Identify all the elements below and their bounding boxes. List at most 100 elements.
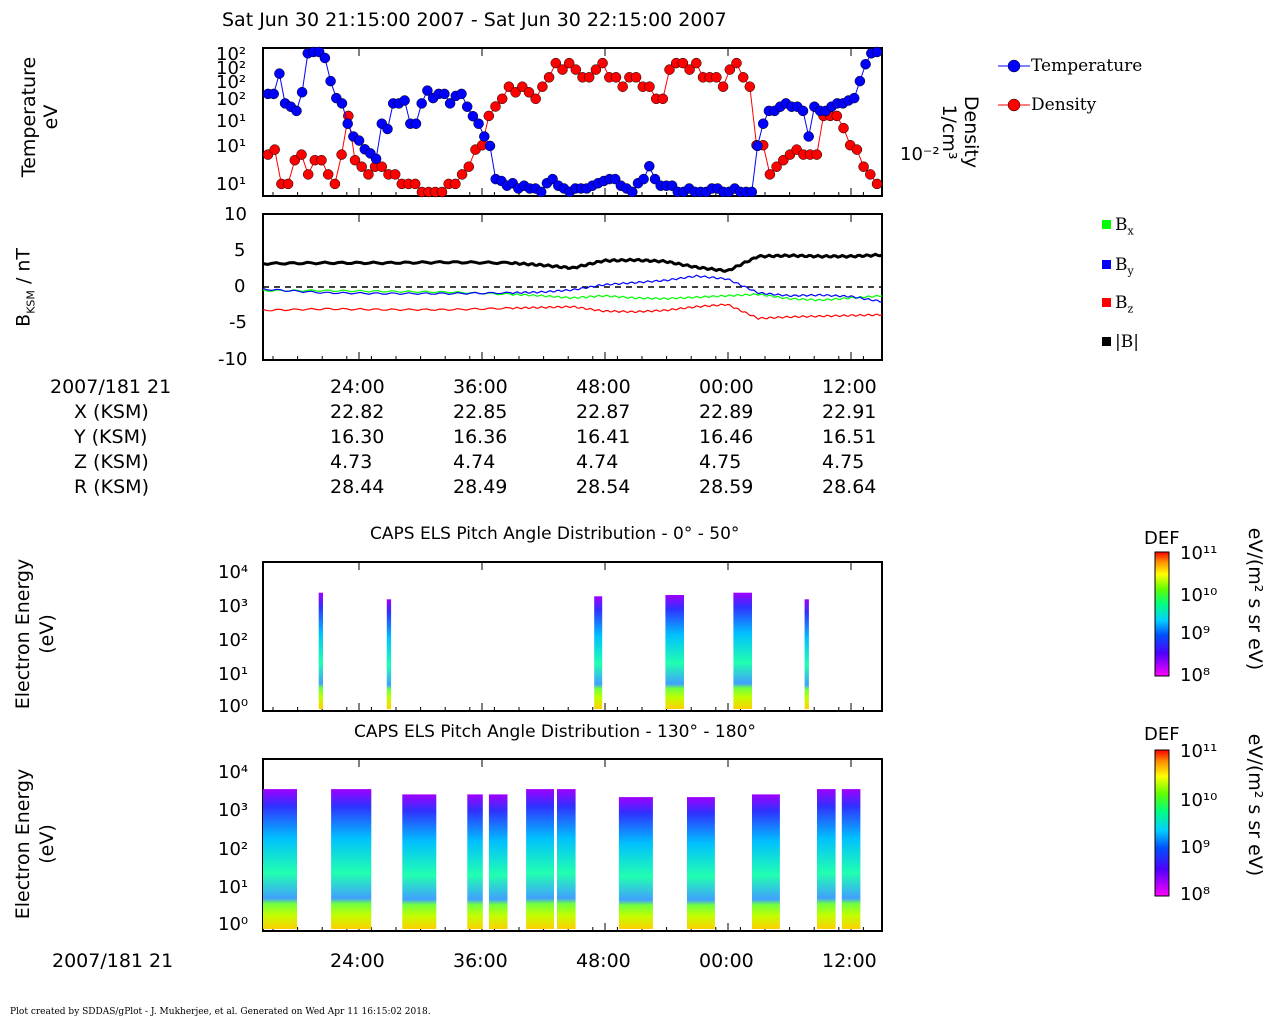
eph-r3-c4: 4.75 [822, 451, 865, 473]
eph-r0-c1: 36:00 [453, 376, 508, 398]
density-point-70 [731, 57, 742, 69]
eph-label-1: X (KSM) [74, 401, 149, 423]
field-line-bz [262, 303, 883, 321]
p3-cb-tick-10: 10¹⁰ [1180, 585, 1218, 606]
p1-tick-0: 10² [216, 44, 247, 65]
p4-cb-tick-11: 10¹¹ [1180, 741, 1218, 762]
eph-r2-c3: 16.46 [699, 426, 754, 448]
density-point-33 [483, 110, 495, 122]
temperature-point-19 [370, 153, 382, 165]
density-point-14 [356, 161, 367, 172]
density-point-35 [496, 93, 508, 105]
chart-title: Sat Jun 30 21:15:00 2007 - Sat Jun 30 22… [222, 9, 727, 31]
p3-tick-4: 10⁴ [218, 562, 249, 583]
density-point-67 [711, 72, 722, 83]
density-point-49 [590, 64, 602, 75]
density-point-60 [664, 64, 675, 75]
p4-tick-2: 10² [218, 839, 249, 860]
density-point-19 [389, 169, 401, 180]
density-point-52 [610, 72, 622, 83]
eph-r4-c4: 28.64 [822, 476, 877, 498]
eph-r0-c0: 24:00 [330, 376, 385, 398]
eph-r4-c1: 28.49 [453, 476, 508, 498]
eph-r0-c3: 00:00 [699, 376, 754, 398]
density-point-55 [630, 72, 642, 83]
temperature-point-31 [439, 88, 450, 100]
density-point-48 [583, 72, 595, 83]
pad-130-180-burst-4 [488, 794, 508, 929]
density-point-64 [691, 57, 702, 69]
legend-swatch-3 [1102, 337, 1111, 346]
temperature-point-5 [291, 105, 302, 117]
p1-tick-5: 10¹ [216, 136, 247, 157]
pad-0-50-burst-5 [804, 599, 809, 710]
density-point-29 [456, 169, 468, 180]
eph-r1-c4: 22.91 [822, 401, 877, 423]
pad-0-50-burst-1 [386, 599, 392, 710]
p3-tick-3: 10³ [218, 596, 249, 617]
eph-r3-c3: 4.75 [699, 451, 742, 473]
density-point-6 [302, 169, 314, 180]
p3-tick-2: 10² [218, 630, 249, 651]
density-point-68 [717, 81, 729, 92]
density-point-46 [570, 64, 582, 75]
density-point-13 [349, 154, 361, 166]
temperature-point-2 [274, 68, 285, 79]
p4-tick-3: 10³ [218, 800, 249, 821]
p4-colorbar-label: DEF [1144, 724, 1180, 745]
density-point-1 [269, 144, 280, 155]
p2-tick-0: 0 [234, 276, 246, 297]
eph-label-2: Y (KSM) [74, 426, 148, 448]
density-point-22 [409, 178, 421, 190]
p3-colorbar [1154, 551, 1170, 677]
p4-tick-1: 10¹ [218, 877, 249, 898]
ephemeris-table: 2007/181 21 X (KSM) Y (KSM) Z (KSM) R (K… [0, 376, 900, 501]
eph-r4-c3: 28.59 [699, 476, 754, 498]
temperature-point-107 [871, 46, 883, 58]
density-point-71 [737, 72, 749, 83]
density-point-28 [450, 178, 461, 190]
p1-tick-4: 10¹ [216, 111, 247, 132]
density-point-5 [296, 149, 307, 160]
temperature-point-39 [484, 140, 496, 152]
bottom-tick-3: 00:00 [699, 950, 754, 972]
density-point-9 [322, 169, 334, 180]
panel4-title: CAPS ELS Pitch Angle Distribution - 130°… [354, 722, 756, 742]
pad-130-180-burst-6 [557, 789, 576, 929]
field-line-by [262, 274, 883, 303]
density-point-3 [282, 178, 294, 190]
p1-tick-6: 10¹ [216, 174, 247, 195]
temperature-point-105 [860, 58, 871, 70]
temperature-point-14 [342, 118, 353, 129]
p2-tick-m5: -5 [229, 312, 247, 333]
density-point-69 [724, 64, 736, 75]
legend-swatch-2 [1102, 298, 1111, 307]
density-point-57 [644, 81, 655, 92]
temperature-point-16 [353, 135, 365, 146]
density-point-34 [490, 101, 501, 112]
temperature-point-66 [638, 173, 649, 185]
temperature-point-6 [296, 86, 308, 98]
density-point-45 [563, 57, 575, 69]
temperature-point-95 [803, 131, 814, 142]
temperature-point-1 [268, 88, 279, 100]
pad-130-180-burst-10 [817, 789, 836, 929]
legend-density: Density [1031, 95, 1097, 115]
density-point-8 [316, 154, 327, 166]
temperature-point-11 [325, 75, 336, 87]
temperature-point-28 [422, 85, 433, 96]
density-point-15 [363, 169, 374, 180]
eph-r2-c2: 16.41 [576, 426, 631, 448]
density-point-89 [858, 161, 869, 172]
pad-130-180-burst-5 [526, 789, 554, 929]
density-point-40 [530, 93, 541, 105]
pad-130-180-burst-9 [752, 794, 780, 929]
pad-0-50-burst-4 [733, 592, 752, 709]
temperature-point-34 [456, 88, 467, 100]
eph-r2-c1: 16.36 [453, 426, 508, 448]
pad-0-50-burst-0 [318, 592, 323, 709]
density-point-44 [557, 64, 568, 75]
p3-cb-tick-8: 10⁸ [1180, 665, 1211, 686]
legend-density-marker [1007, 98, 1021, 112]
